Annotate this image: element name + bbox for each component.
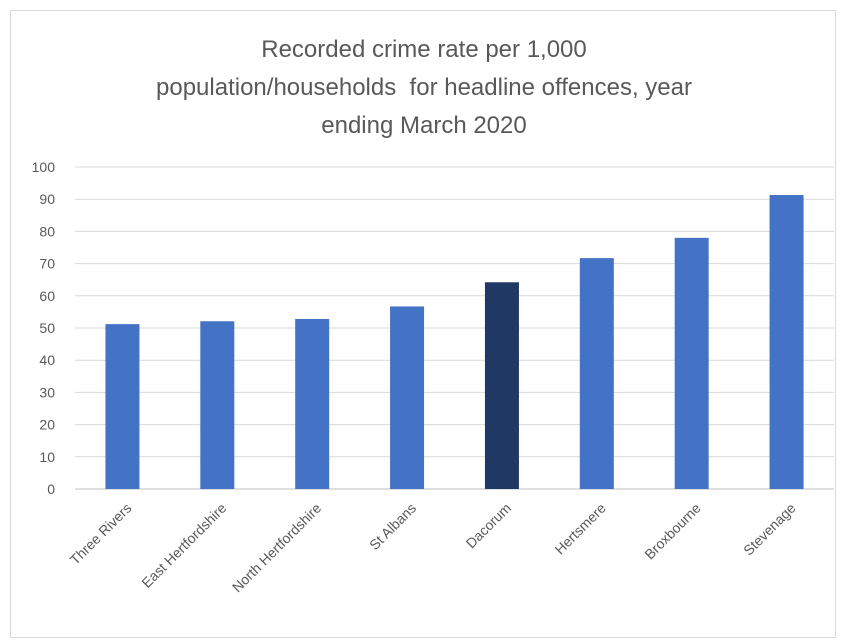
y-tick-label: 70	[39, 256, 55, 272]
chart-frame: Recorded crime rate per 1,000 population…	[10, 10, 836, 638]
bar	[295, 318, 330, 489]
y-tick-label: 40	[39, 352, 55, 368]
x-tick-label: Hertsmere	[551, 500, 609, 558]
bar	[200, 321, 235, 489]
y-tick-label: 10	[39, 449, 55, 465]
x-tick-label: St Albans	[366, 500, 419, 553]
y-tick-label: 80	[39, 223, 55, 239]
y-tick-label: 60	[39, 288, 55, 304]
bar	[390, 306, 425, 489]
x-tick-label: Three Rivers	[67, 500, 135, 568]
bars	[105, 195, 804, 489]
gridlines	[75, 166, 834, 490]
bar	[674, 237, 709, 489]
bar	[105, 324, 140, 489]
x-axis-ticks: Three Rivers East Hertfordshire North Hert…	[67, 500, 799, 596]
x-tick-label: North Hertfordshire	[229, 500, 325, 596]
bar	[579, 258, 614, 489]
chart-title: Recorded crime rate per 1,000 population…	[11, 31, 837, 145]
chart-title-line-2: population/households for headline offen…	[156, 74, 692, 101]
x-tick-label: Dacorum	[463, 500, 514, 551]
bar	[769, 195, 804, 489]
bar	[484, 282, 519, 489]
bar-chart: 0 10 20 30 40 50 60 70 80 90 100 Three Rivers East …	[32, 159, 834, 596]
x-tick-label: Stevenage	[740, 500, 799, 559]
y-tick-label: 0	[47, 481, 55, 497]
y-tick-label: 50	[39, 320, 55, 336]
y-tick-label: 30	[39, 384, 55, 400]
y-tick-label: 20	[39, 417, 55, 433]
x-tick-label: East Hertfordshire	[138, 500, 229, 591]
chart-title-line-3: ending March 2020	[321, 112, 527, 139]
x-tick-label: Broxbourne	[641, 500, 704, 563]
y-axis-ticks: 0 10 20 30 40 50 60 70 80 90 100	[32, 159, 56, 497]
y-tick-label: 90	[39, 191, 55, 207]
chart-title-line-1: Recorded crime rate per 1,000	[261, 36, 587, 63]
y-tick-label: 100	[32, 159, 56, 175]
